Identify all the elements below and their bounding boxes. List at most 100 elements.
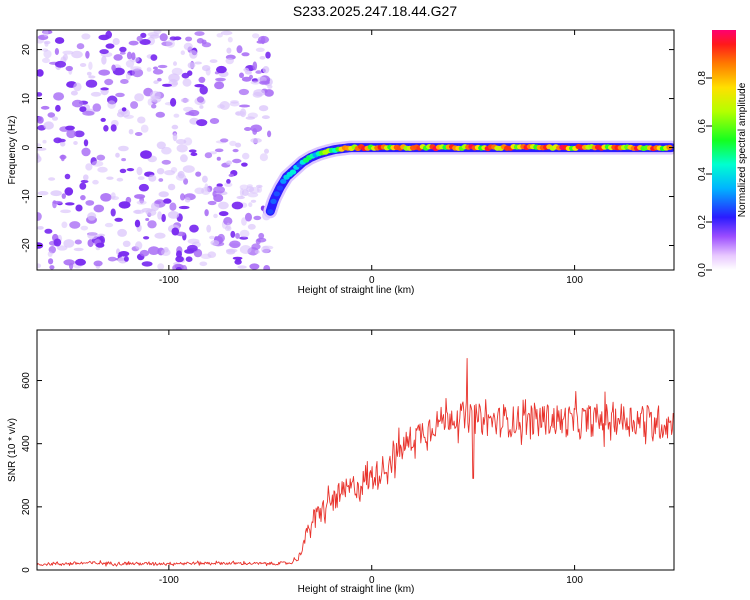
noise-speckle [64,187,74,196]
noise-speckle [175,255,184,263]
noise-speckle [126,168,135,172]
noise-speckle [119,46,127,53]
noise-speckle [230,230,236,238]
noise-speckle [259,153,268,162]
noise-speckle [218,201,229,210]
noise-speckle [235,142,242,148]
noise-speckle [154,232,166,239]
y-tick-label: 400 [21,435,32,452]
noise-speckle [103,125,109,132]
noise-speckle [158,178,164,182]
noise-speckle [44,228,53,234]
noise-speckle [153,66,158,70]
noise-speckle [237,265,247,269]
noise-speckle [65,65,74,72]
noise-speckle [81,147,91,157]
noise-speckle [241,52,250,57]
noise-speckle [153,80,159,85]
noise-speckle [239,229,250,238]
noise-speckle [235,257,241,262]
noise-speckle [85,79,98,88]
noise-speckle [52,116,58,121]
noise-speckle [253,215,262,221]
noise-speckle [250,199,257,203]
noise-speckle [79,106,87,113]
noise-speckle [54,48,60,55]
noise-speckle [92,103,102,112]
noise-speckle [117,228,127,237]
noise-speckle [170,97,177,107]
noise-speckle [70,90,78,96]
noise-speckle [48,177,56,181]
noise-speckle [40,105,50,110]
noise-speckle [88,61,93,70]
x-tick-label: 100 [566,275,583,286]
noise-speckle [259,80,270,85]
noise-speckle [75,258,86,266]
noise-speckle [184,197,191,203]
noise-speckle [86,71,92,76]
noise-speckle [236,195,245,200]
noise-speckle [161,248,171,256]
noise-speckle [71,50,83,59]
noise-speckle [239,245,252,254]
noise-speckle [79,63,87,67]
noise-speckle [100,117,106,122]
noise-speckle [207,251,217,258]
noise-speckle [37,69,44,77]
noise-speckle [136,200,147,205]
noise-speckle [104,222,114,228]
spectrogram-y-ticks: -20 -10 0 10 20 [21,44,674,253]
spectrogram-ridge [263,140,674,219]
noise-speckle [122,240,131,247]
noise-speckle [37,191,49,196]
noise-speckle [196,96,205,103]
noise-speckle [80,195,86,201]
noise-speckle [73,82,82,92]
noise-speckle [252,61,258,71]
noise-speckle [188,149,197,153]
noise-speckle [236,45,243,54]
noise-speckle [173,36,182,41]
noise-speckle [155,111,165,118]
noise-speckle [215,77,226,82]
y-tick-label: 20 [21,44,32,56]
noise-speckle [37,212,42,221]
noise-speckle [171,124,179,130]
noise-speckle [227,36,233,43]
noise-speckle [202,175,208,183]
noise-speckle [244,127,252,131]
noise-speckle [218,211,229,217]
noise-speckle [204,152,213,159]
noise-speckle [118,145,129,152]
noise-speckle [256,40,265,44]
noise-speckle [87,232,98,240]
noise-speckle [98,69,110,76]
x-tick-label: 0 [369,575,375,586]
noise-speckle [139,39,151,45]
noise-speckle [175,267,182,270]
noise-speckle [185,36,193,42]
noise-speckle [136,166,143,176]
noise-speckle [252,128,258,135]
noise-speckle [88,75,96,79]
noise-speckle [85,200,95,206]
noise-speckle [41,48,49,52]
x-tick-label: -100 [159,275,179,286]
noise-speckle [168,73,180,83]
noise-speckle [140,150,152,159]
noise-speckle [229,101,240,107]
snr-y-ticks: 0 200 400 600 [21,372,674,573]
noise-speckle [262,66,270,74]
ridge-cell [280,178,287,184]
noise-speckle [80,225,89,231]
noise-speckle [37,226,44,230]
noise-speckle [173,61,177,66]
noise-speckle [185,111,195,116]
noise-speckle [166,39,175,48]
noise-speckle [118,251,130,257]
noise-speckle [156,168,165,175]
noise-speckle [63,239,75,248]
noise-speckle [130,101,139,109]
